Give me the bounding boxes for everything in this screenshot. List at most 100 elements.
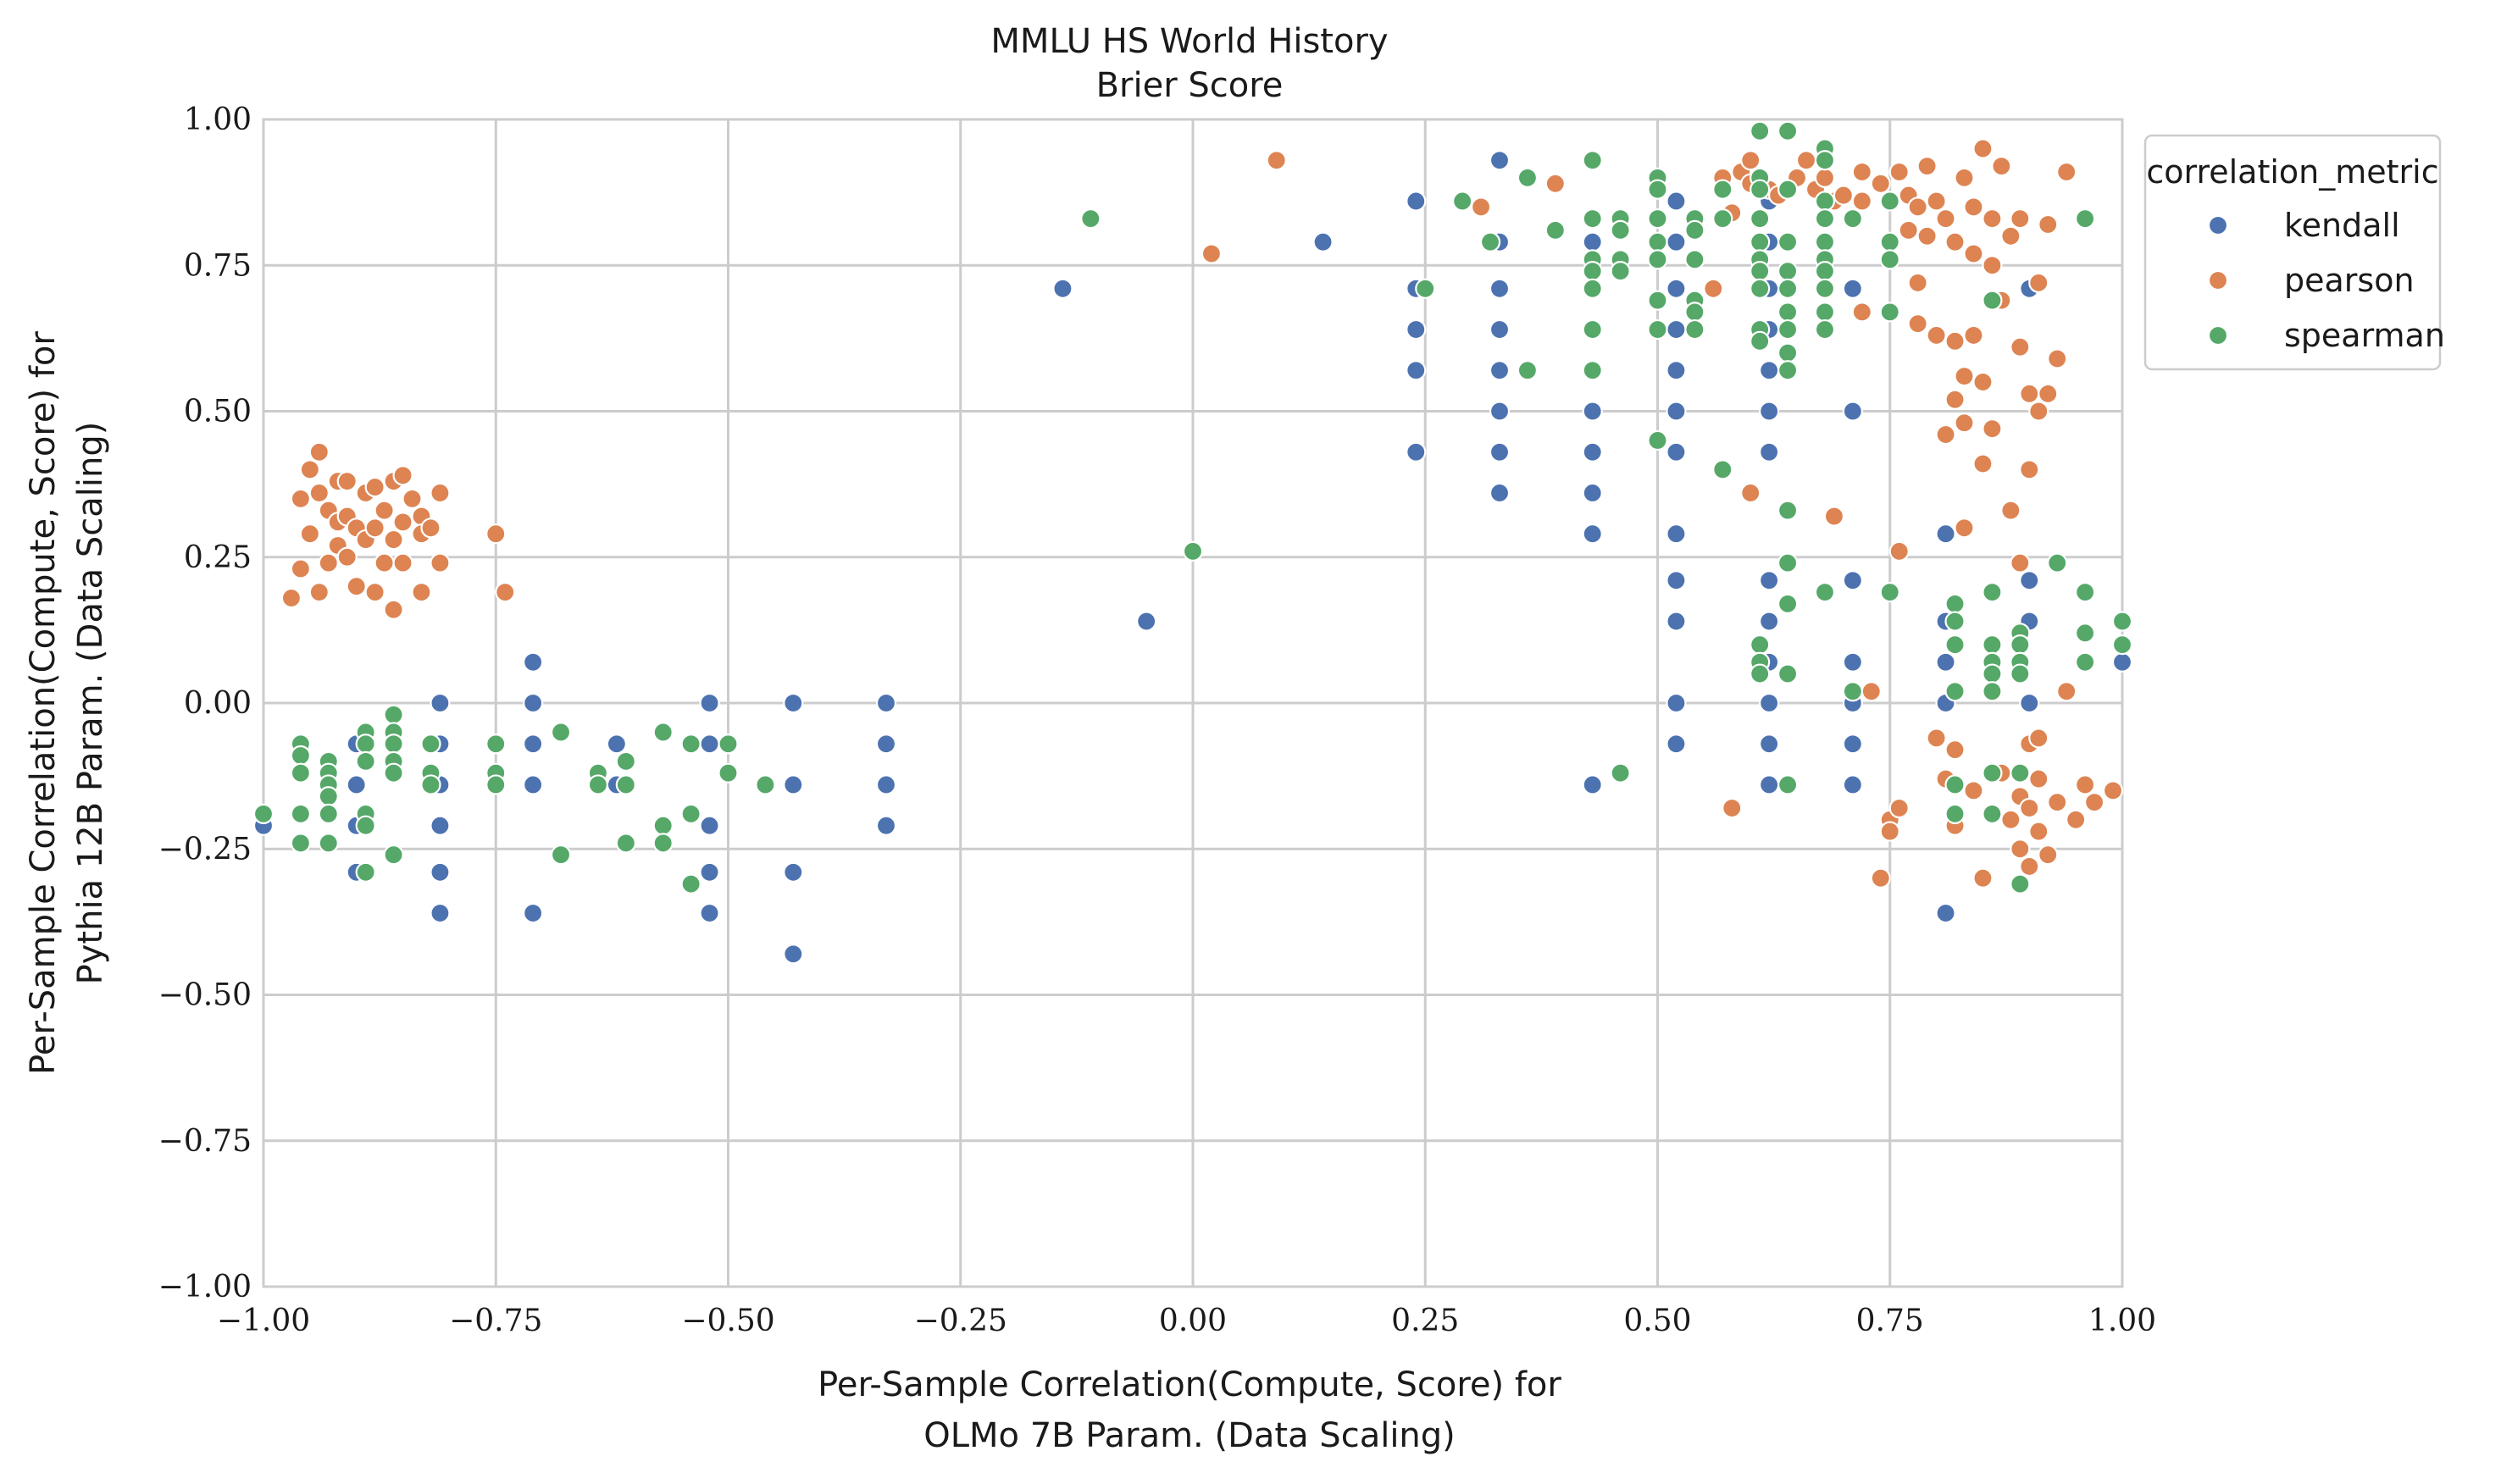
kendall-point <box>1666 523 1687 545</box>
pearson-point <box>1870 173 1891 194</box>
pearson-point <box>1703 278 1724 299</box>
pearson-point <box>308 441 330 462</box>
kendall-point <box>523 734 544 755</box>
pearson-point <box>430 482 451 504</box>
legend-label-spearman: spearman <box>2284 317 2445 354</box>
spearman-point <box>550 844 572 866</box>
spearman-point <box>652 815 674 836</box>
pearson-point <box>1935 424 1956 446</box>
spearman-point <box>1750 208 1771 230</box>
spearman-point <box>1750 120 1771 141</box>
spearman-point <box>485 734 507 755</box>
spearman-point <box>1777 318 1799 341</box>
spearman-point <box>1712 179 1733 200</box>
kendall-point <box>1582 774 1603 795</box>
spearman-point <box>1777 179 1799 200</box>
series-spearman <box>252 120 2133 894</box>
kendall-point <box>699 734 720 755</box>
spearman-point <box>1582 278 1603 299</box>
pearson-point <box>280 587 302 609</box>
pearson-point <box>2019 383 2040 404</box>
spearman-point <box>1944 634 1966 656</box>
spearman-point <box>1750 330 1771 352</box>
legend-box <box>2143 134 2442 371</box>
spearman-point <box>1777 593 1799 614</box>
kendall-point <box>430 815 451 836</box>
pearson-point <box>383 529 404 551</box>
pearson-point <box>2028 728 2049 749</box>
pearson-point <box>1795 150 1817 171</box>
spearman-point <box>680 734 702 755</box>
pearson-point <box>1907 313 1928 335</box>
pearson-point <box>1991 156 2012 177</box>
pearson-point <box>308 482 330 504</box>
spearman-point <box>1750 663 1771 684</box>
kendall-point <box>1666 401 1687 422</box>
spearman-point <box>1684 302 1705 323</box>
spearman-point <box>1982 663 2003 684</box>
spearman-point <box>1944 611 1966 632</box>
spearman-point <box>290 762 311 784</box>
pearson-point <box>1963 324 1984 346</box>
kendall-point <box>1406 191 1427 212</box>
kendall-point <box>523 692 544 714</box>
legend-items: kendall pearson spearman <box>2207 207 2445 354</box>
spearman-point <box>1684 219 1705 241</box>
spearman-point <box>1982 762 2003 784</box>
chart-subtitle: Brier Score <box>1096 66 1284 105</box>
pearson-point <box>1916 225 1938 246</box>
spearman-point <box>1610 219 1631 241</box>
pearson-point <box>430 552 451 573</box>
pearson-point <box>364 581 385 603</box>
kendall-point <box>1666 318 1687 341</box>
spearman-point <box>1814 278 1836 299</box>
spearman-point <box>1944 774 1966 795</box>
pearson-point <box>299 523 320 545</box>
spearman-point <box>1944 593 1966 614</box>
spearman-point <box>615 774 636 795</box>
spearman-point <box>383 704 404 725</box>
kendall-point <box>1935 902 1956 924</box>
y-tick-label: −0.50 <box>158 978 252 1013</box>
pearson-point <box>2047 792 2068 813</box>
spearman-point <box>2075 581 2096 603</box>
series-kendall <box>252 150 2133 965</box>
spearman-point <box>1582 360 1603 381</box>
kendall-point <box>523 774 544 795</box>
pearson-point <box>420 518 441 539</box>
pearson-point <box>1935 208 1956 230</box>
spearman-point <box>1750 231 1771 252</box>
kendall-point <box>1666 278 1687 299</box>
spearman-point <box>2111 611 2133 632</box>
pearson-point <box>2000 809 2021 830</box>
pearson-point <box>1972 138 1994 159</box>
pearson-point <box>290 488 311 509</box>
spearman-point <box>2047 552 2068 573</box>
kendall-point <box>2019 692 2040 714</box>
spearman-point <box>318 803 339 825</box>
pearson-point <box>2102 780 2124 801</box>
spearman-point <box>2075 208 2096 230</box>
kendall-point <box>1582 401 1603 422</box>
spearman-point <box>1777 231 1799 252</box>
kendall-point <box>1935 651 1956 673</box>
x-tick-label: 1.00 <box>2088 1304 2156 1338</box>
pearson-point <box>2028 272 2049 294</box>
pearson-point <box>1870 867 1891 889</box>
pearson-point <box>2010 552 2031 573</box>
spearman-point <box>1647 231 1668 252</box>
spearman-point <box>680 873 702 894</box>
spearman-point <box>652 833 674 854</box>
x-tick-label: 0.25 <box>1391 1304 1459 1338</box>
pearson-point <box>402 488 423 509</box>
pearson-point <box>1963 197 1984 218</box>
kendall-point <box>346 774 367 795</box>
pearson-point <box>392 552 413 573</box>
spearman-point <box>1712 459 1733 480</box>
spearman-point <box>1647 208 1668 230</box>
pearson-point <box>1972 453 1994 474</box>
spearman-point <box>290 803 311 825</box>
spearman-point <box>318 786 339 807</box>
pearson-point <box>299 459 320 480</box>
